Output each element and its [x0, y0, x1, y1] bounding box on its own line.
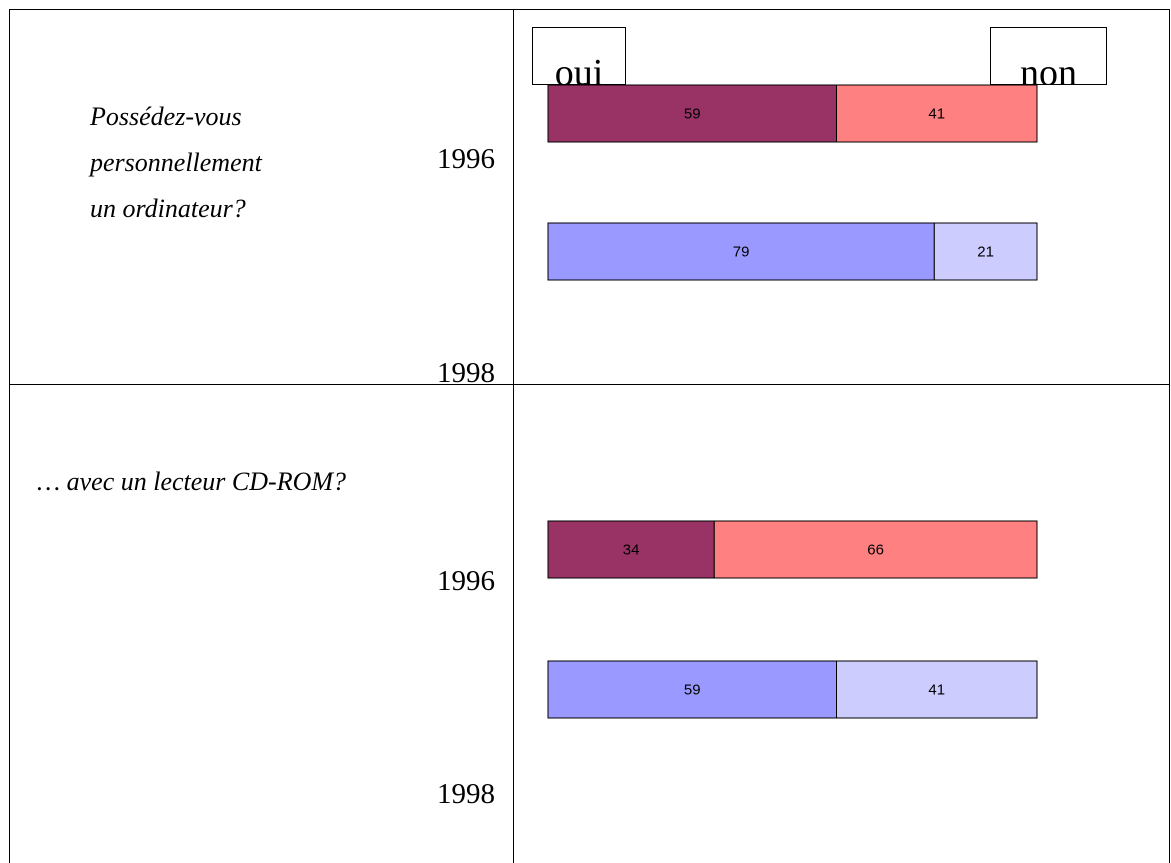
bar-value-label: 59 — [684, 106, 701, 123]
table-row-divider — [9, 384, 1170, 385]
bar-value-label: 21 — [977, 244, 994, 261]
bar-segment-non-1996 — [713, 520, 1038, 579]
bar-value-label: 41 — [928, 682, 945, 699]
question-line: personnellement — [90, 148, 262, 177]
bar-segment-oui-1996 — [547, 84, 838, 143]
bar-value-label: 79 — [733, 244, 750, 261]
year-label-1996: 1996 — [437, 565, 495, 597]
question-text-1: Possédez-vous personnellement un ordinat… — [90, 94, 262, 232]
bar-value-label: 66 — [867, 542, 884, 559]
table-column-divider — [513, 9, 514, 863]
table-border-top — [9, 9, 1170, 10]
table-border-left — [9, 9, 10, 863]
legend-label-non: non — [1020, 52, 1077, 85]
question-line: Possédez-vous — [90, 102, 242, 131]
bar-segment-oui-1996 — [547, 520, 715, 579]
year-label-1998: 1998 — [437, 778, 495, 810]
question-line: un ordinateur? — [90, 194, 246, 223]
year-label-1998: 1998 — [437, 357, 495, 389]
legend-oui: oui — [532, 27, 626, 85]
question-line: … avec un lecteur CD-ROM? — [37, 467, 347, 496]
bar-segment-non-1996 — [836, 84, 1038, 143]
table-border-right — [1169, 9, 1170, 863]
bar-segment-non-1998 — [836, 660, 1038, 719]
legend-label-oui: oui — [554, 52, 604, 85]
bar-value-label: 34 — [623, 542, 640, 559]
bar-segment-non-1998 — [933, 222, 1038, 281]
bar-segment-oui-1998 — [547, 660, 838, 719]
bar-value-label: 59 — [684, 682, 701, 699]
legend-non: non — [990, 27, 1107, 85]
year-label-1996: 1996 — [437, 143, 495, 175]
question-text-2: … avec un lecteur CD-ROM? — [37, 459, 346, 505]
bar-value-label: 41 — [928, 106, 945, 123]
